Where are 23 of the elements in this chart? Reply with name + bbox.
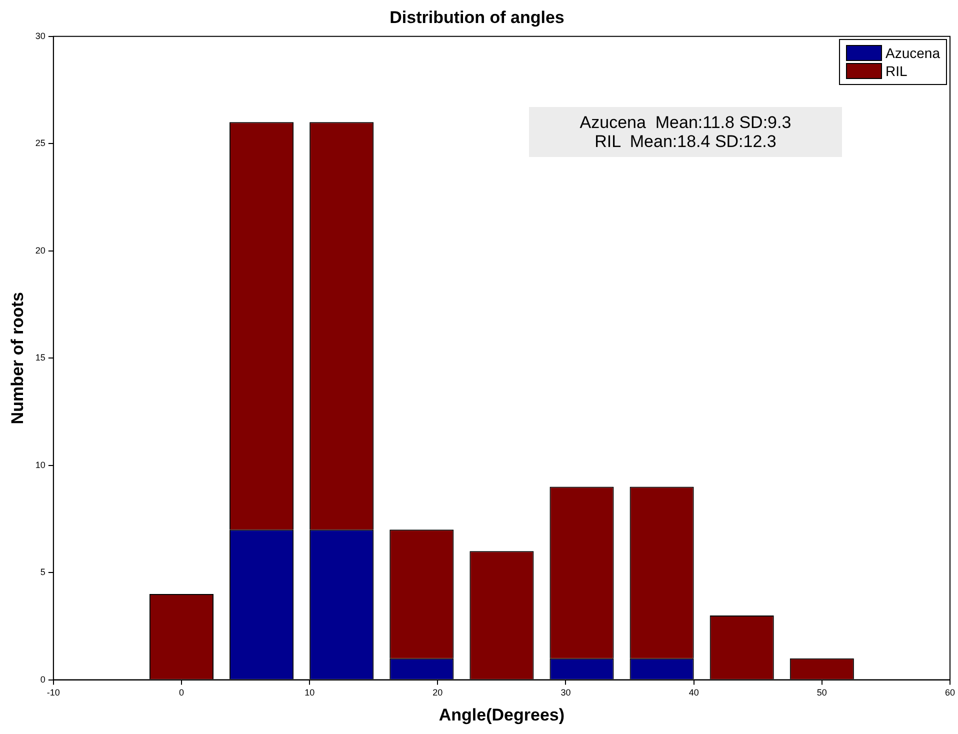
x-tick-label: 0 [178,688,184,698]
chart-title: Distribution of angles [390,8,564,27]
x-tick-label: 20 [432,688,443,698]
y-axis-title: Number of roots [8,292,27,424]
x-axis-title: Angle(Degrees) [438,705,565,724]
x-tick-label: 30 [560,688,571,698]
annotation: Azucena Mean:11.8 SD:9.3 [578,113,792,132]
legend-label: RIL [886,63,908,80]
x-tick-label: 40 [688,688,699,698]
y-tick-label: 20 [35,245,46,256]
y-tick-label: 0 [40,674,46,684]
x-tick-label: -10 [46,688,60,698]
x-tick-label: 10 [304,688,315,698]
y-tick-label: 5 [40,567,46,578]
y-tick-label: 30 [35,30,46,41]
x-tick-label: 60 [944,688,955,698]
note-box: Azucena Mean:11.8 SD:9.3 RIL Mean:18.4 SD:12.3 [528,107,842,158]
annotation: RIL Mean:18.4 SD:12.3 [594,132,778,152]
x-tick-label: 50 [816,688,827,698]
y-tick-label: 15 [35,352,46,363]
y-tick-label: 25 [35,138,46,148]
legend-label: Azucena [886,45,940,62]
y-tick-label: 10 [35,460,46,470]
